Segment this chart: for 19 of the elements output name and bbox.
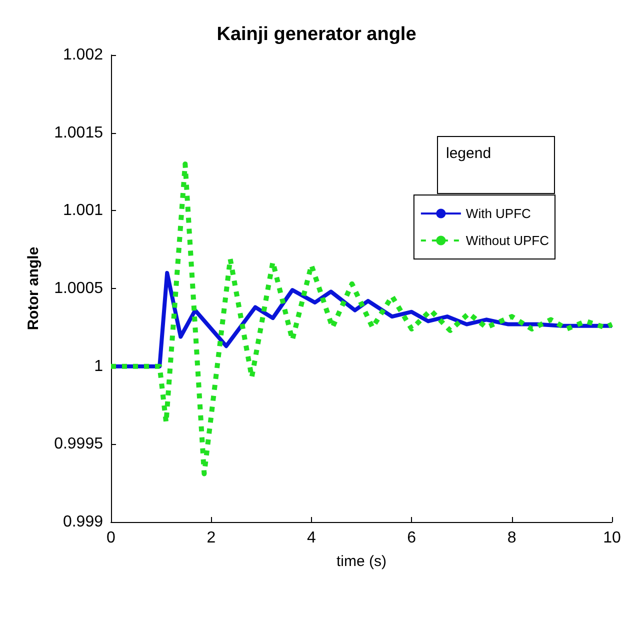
chart-title: Kainji generator angle <box>216 24 416 45</box>
y-tick-label: 1.0005 <box>54 280 104 297</box>
x-tick-label: 10 <box>603 530 621 546</box>
y-tick-label: 0.9995 <box>54 436 104 453</box>
legend-label: With UPFC <box>466 206 531 221</box>
y-tick-label: 1 <box>94 358 104 375</box>
y-tick-label: 1.001 <box>62 202 104 220</box>
x-tick-label: 6 <box>407 530 416 546</box>
x-tick-label: 8 <box>507 530 516 546</box>
y-tick-label: 0.999 <box>62 514 104 530</box>
y-tick-label: 1.0015 <box>54 124 104 142</box>
x-tick-label: 0 <box>106 530 116 546</box>
y-tick-label: 1.002 <box>62 46 104 64</box>
legend-label: Without UPFC <box>466 233 550 248</box>
x-tick-label: 2 <box>206 530 216 546</box>
legend-title-box: legend <box>437 136 555 194</box>
x-tick-label: 4 <box>306 530 316 546</box>
x-axis-title: time (s) <box>336 553 386 570</box>
y-axis-title: Rotor angle <box>25 246 42 330</box>
